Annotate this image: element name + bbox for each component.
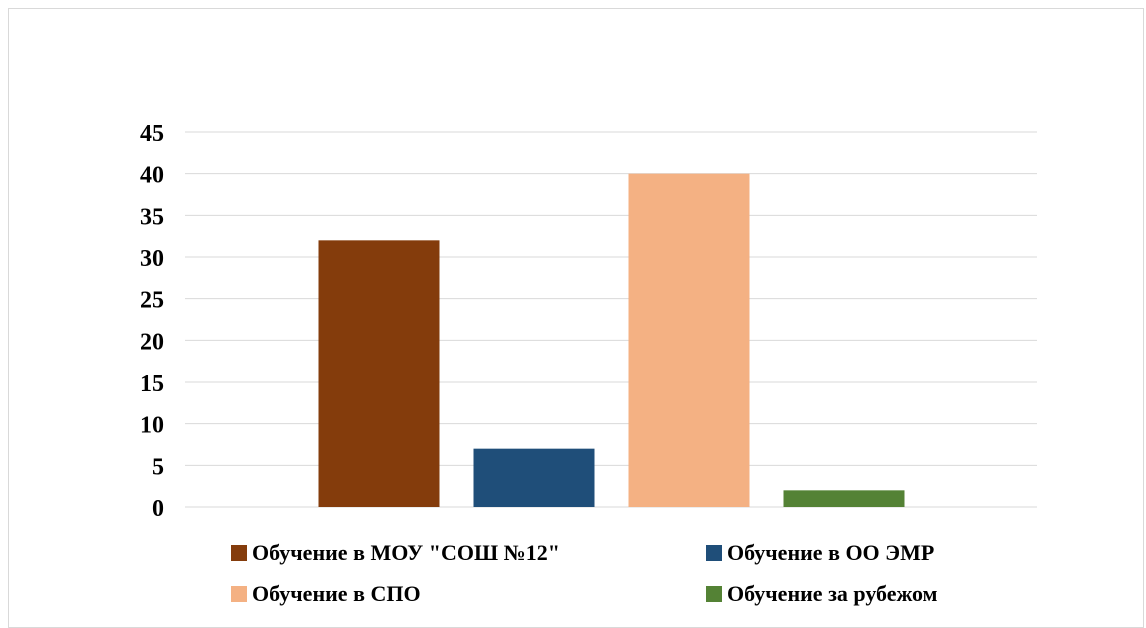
bar [783, 490, 905, 507]
y-tick-label: 15 [140, 371, 164, 397]
legend-swatch [231, 545, 247, 561]
y-tick-label: 5 [152, 454, 164, 480]
y-tick-label: 25 [140, 288, 164, 314]
legend-label: Обучение в МОУ "СОШ №12" [252, 540, 560, 565]
bar [473, 448, 595, 507]
legend-swatch [231, 586, 247, 602]
y-tick-label: 30 [140, 246, 164, 272]
y-tick-label: 40 [140, 163, 164, 189]
y-tick-label: 45 [140, 121, 164, 147]
legend-label: Обучение за рубежом [727, 581, 938, 606]
legend-swatch [706, 586, 722, 602]
y-tick-label: 0 [152, 496, 164, 522]
bar [628, 173, 750, 507]
legend-label: Обучение в ОО ЭМР [727, 540, 934, 565]
chart-area: 0 5 10 15 20 25 30 35 40 45 Обучение в МОУ "СОШ №1… [8, 8, 1144, 628]
bar [318, 240, 440, 508]
y-tick-label: 20 [140, 329, 164, 355]
y-tick-label: 35 [140, 204, 164, 230]
bar-chart: 0 5 10 15 20 25 30 35 40 45 Обучение в МОУ "СОШ №1… [140, 121, 1037, 606]
y-tick-label: 10 [140, 413, 164, 439]
legend-label: Обучение в СПО [252, 581, 421, 606]
legend-swatch [706, 545, 722, 561]
